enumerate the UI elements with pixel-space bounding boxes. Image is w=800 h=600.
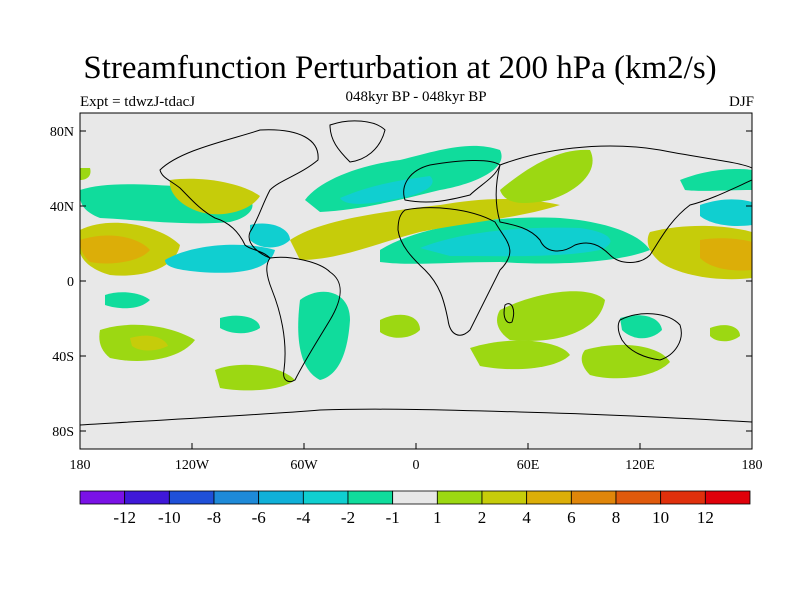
colorbar-box — [392, 490, 438, 505]
y-tick-80n: 80N — [50, 125, 74, 140]
x-tick-0: 0 — [413, 458, 420, 473]
colorbar-label: -4 — [296, 508, 311, 527]
contour-pos-north-america — [169, 178, 260, 215]
colorbar-labels: -12 -10 -8 -6 -4 -2 -1 1 2 4 6 8 10 12 — [113, 508, 714, 527]
colorbar-box — [615, 490, 662, 505]
x-tick-180w: 180 — [70, 458, 91, 473]
contour-neg-south-pacific-2 — [220, 315, 260, 334]
coast-greenland — [329, 120, 386, 163]
colorbar-label: 10 — [652, 508, 669, 527]
colorbar-label: -1 — [386, 508, 400, 527]
tick-marks — [79, 130, 753, 449]
colorbar-box — [258, 490, 304, 505]
experiment-label: Expt = tdwzJ-tdacJ — [80, 94, 196, 110]
colorbar-box — [526, 490, 572, 505]
x-tick-120e: 120E — [625, 458, 655, 473]
contour-pos-tasman — [710, 325, 740, 342]
colorbar-box — [302, 490, 349, 505]
colorbar-label: 6 — [567, 508, 576, 527]
contour-pos-central — [290, 198, 560, 260]
y-tick-80s: 80S — [52, 425, 74, 440]
colorbar-label: 12 — [697, 508, 714, 527]
coast-australia — [617, 313, 682, 361]
contour-neg-south-pacific — [105, 292, 150, 309]
colorbar-label: 8 — [612, 508, 621, 527]
colorbar-box — [704, 490, 751, 505]
coast-madagascar — [503, 303, 515, 324]
coast-south-america — [266, 256, 341, 383]
contour-fields — [80, 145, 752, 391]
contour-neg-australia — [620, 315, 662, 339]
colorbar-box — [347, 490, 394, 505]
contour-pos2-west-pacific — [700, 238, 752, 271]
contour-neg-tropical-pacific — [165, 244, 275, 273]
contour-pos-indian-ocean — [497, 291, 605, 341]
coast-asia — [495, 145, 752, 263]
contour-pos-south-of-australia — [581, 344, 670, 379]
x-tick-120w: 120W — [175, 458, 210, 473]
x-tick-180e: 180 — [742, 458, 763, 473]
y-tick-0: 0 — [67, 275, 74, 290]
contour-pos-south-america-tip — [215, 364, 295, 391]
contour-pos-north-pacific-west — [80, 168, 91, 180]
colorbar-label: -10 — [158, 508, 181, 527]
plot-title: Streamfunction Perturbation at 200 hPa (… — [83, 50, 717, 86]
x-tick-60w: 60W — [290, 458, 318, 473]
contour-neg-north-pacific — [680, 169, 752, 191]
contour-neg-caribbean — [250, 223, 290, 248]
contour-neg2-west-pacific — [700, 199, 752, 226]
contour-pos2-east-pacific — [80, 235, 150, 264]
contour-pos-asia — [500, 149, 593, 203]
colorbar-label: 1 — [433, 508, 442, 527]
coast-africa — [397, 207, 511, 336]
season-label: DJF — [728, 94, 754, 110]
colorbar-box — [79, 490, 126, 505]
contour-pos2-south-pacific — [130, 335, 168, 351]
colorbar-box — [436, 490, 483, 505]
colorbar-label: -2 — [341, 508, 355, 527]
coast-antarctica — [80, 408, 752, 449]
contour-pos-south-atlantic — [380, 314, 420, 338]
contour-neg-south-america — [298, 291, 350, 380]
colorbar-label: -12 — [113, 508, 136, 527]
colorbar-box — [660, 490, 706, 505]
contour-neg2-subtropics — [420, 227, 611, 257]
y-tick-40n: 40N — [50, 200, 74, 215]
colorbar-label: -8 — [207, 508, 221, 527]
colorbar-box — [570, 490, 617, 505]
x-tick-60e: 60E — [517, 458, 540, 473]
colorbar-box — [481, 490, 528, 505]
colorbar-label: 2 — [478, 508, 487, 527]
colorbar — [79, 490, 751, 505]
contour-neg2-north-atlantic — [340, 176, 433, 204]
coast-north-america — [159, 129, 319, 259]
colorbar-box — [124, 490, 170, 505]
coastlines — [80, 120, 752, 449]
y-tick-40s: 40S — [52, 350, 74, 365]
colorbar-label: -6 — [252, 508, 266, 527]
contour-pos-south-indian — [470, 340, 570, 370]
colorbar-label: 4 — [522, 508, 531, 527]
colorbar-box — [168, 490, 215, 505]
colorbar-box — [213, 490, 260, 505]
plot-subtitle: 048kyr BP - 048kyr BP — [345, 89, 487, 105]
